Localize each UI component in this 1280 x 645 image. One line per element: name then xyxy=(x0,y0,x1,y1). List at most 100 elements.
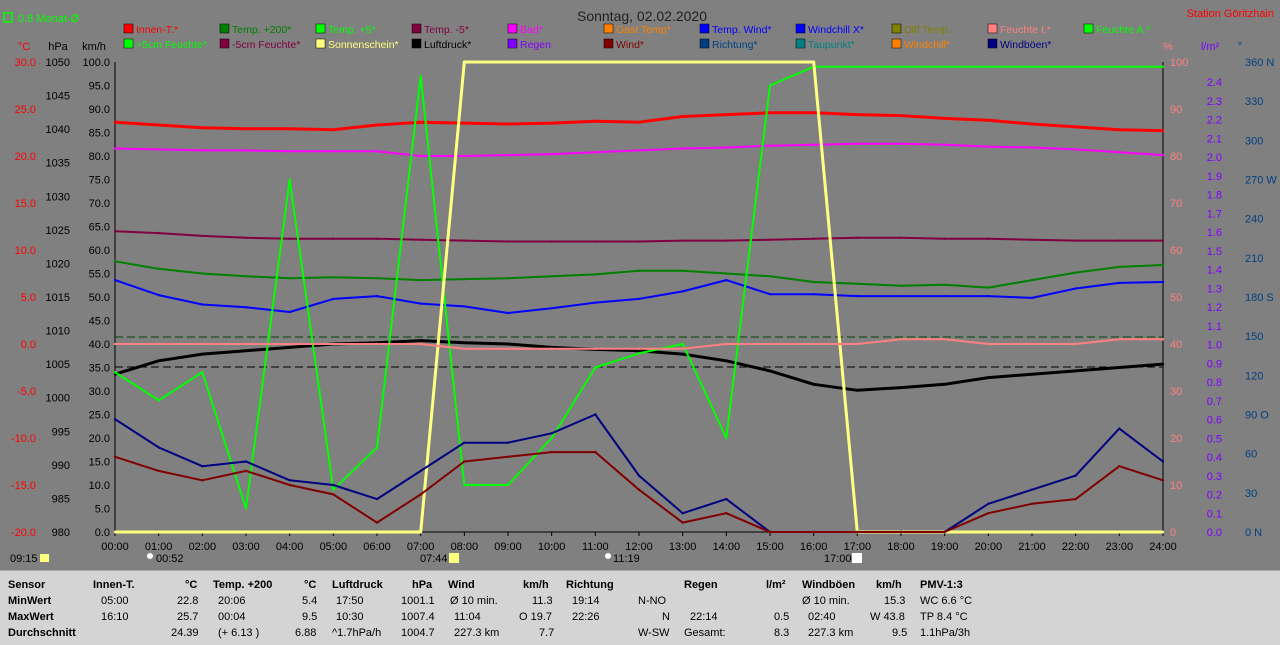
series-point xyxy=(201,352,204,356)
series-point xyxy=(987,530,990,534)
legend-label: Wind* xyxy=(616,39,644,51)
time-tick-label: 17:00 xyxy=(844,541,872,553)
legend-swatch xyxy=(411,23,422,34)
direction-tick-label: 210 xyxy=(1245,253,1263,265)
series-point xyxy=(725,512,728,515)
series-point xyxy=(681,521,684,524)
series-point xyxy=(332,530,335,534)
wind-tick-label: 75.0 xyxy=(89,175,110,187)
series-point xyxy=(987,342,990,346)
series-point xyxy=(1118,366,1121,369)
series-point xyxy=(768,144,772,147)
pressure-tick-label: 990 xyxy=(52,460,70,472)
time-tick-label: 06:00 xyxy=(363,541,391,553)
legend-label: Windchill X* xyxy=(808,24,864,36)
legend-label: Richtung* xyxy=(712,39,758,51)
humidity-tick-label: 70 xyxy=(1170,198,1182,210)
series-point xyxy=(594,273,597,276)
series-point xyxy=(419,121,422,124)
series-point xyxy=(157,123,160,127)
series-point xyxy=(943,530,946,534)
series-point xyxy=(1161,280,1165,284)
temp-tick-label: -20.0 xyxy=(11,527,36,539)
richtung-max-time: 22:26 xyxy=(572,611,600,623)
pmv-line-1: WC 6.6 °C xyxy=(920,595,973,607)
series-point xyxy=(987,286,990,289)
chart-series xyxy=(113,60,1165,534)
series-point xyxy=(201,303,204,306)
stats-header-boeen: Windböen xyxy=(802,579,856,591)
series-point xyxy=(463,121,466,125)
series-point xyxy=(332,276,335,279)
series-point xyxy=(157,342,160,346)
legend-label: Sonnenschein* xyxy=(328,39,399,51)
series-point xyxy=(288,479,291,482)
legend-swatch xyxy=(315,23,326,34)
direction-tick-label: 240 xyxy=(1245,214,1263,226)
moonrise-icon xyxy=(147,553,153,559)
humidity-tick-label: 80 xyxy=(1170,151,1182,163)
series-point xyxy=(201,342,204,346)
series-point xyxy=(1030,278,1034,282)
daylength-label: 09:15 xyxy=(10,553,38,565)
series-point xyxy=(594,60,597,64)
rain-tick-label: 0.3 xyxy=(1207,471,1222,483)
regen-max-value: 0.5 xyxy=(774,611,790,623)
rain-tick-label: 0.0 xyxy=(1207,527,1222,539)
series-point xyxy=(812,237,815,240)
series-point xyxy=(463,305,466,308)
series-point xyxy=(113,260,117,263)
legend-swatch xyxy=(1083,23,1094,34)
series-point xyxy=(201,479,204,482)
stats-unit-wind: km/h xyxy=(523,579,549,591)
series-point xyxy=(419,302,422,305)
series-point xyxy=(637,297,641,301)
series-point xyxy=(943,237,946,240)
direction-tick-label: 60 xyxy=(1245,449,1257,461)
rain-tick-label: 1.7 xyxy=(1207,208,1222,220)
wind-tick-label: 20.0 xyxy=(89,433,110,445)
chart-background xyxy=(0,0,1280,570)
humidity-tick-label: 60 xyxy=(1170,245,1182,257)
time-tick-label: 21:00 xyxy=(1018,541,1046,553)
rain-tick-label: 2.0 xyxy=(1207,152,1222,164)
series-point xyxy=(506,455,510,458)
wind-max-time: 11:04 xyxy=(454,611,481,623)
chart-legend: Innen-T.* Temp. +200* Temp. +5* Temp. -5* Ba… xyxy=(123,23,1150,51)
series-point xyxy=(1161,479,1165,482)
legend-swatch xyxy=(891,23,902,34)
series-point xyxy=(1074,474,1077,477)
statistics-panel: Sensor MinWert MaxWert Durchschnitt Inne… xyxy=(0,570,1280,645)
series-point xyxy=(681,347,684,350)
series-point xyxy=(288,178,291,181)
station-name: Station Göritzhain xyxy=(1187,8,1274,20)
series-point xyxy=(812,143,815,146)
rain-tick-label: 0.1 xyxy=(1207,508,1222,520)
rain-unit-label: l/m² xyxy=(1201,41,1220,53)
wind-tick-label: 95.0 xyxy=(89,81,110,93)
legend-swatch xyxy=(699,23,710,34)
wind-tick-label: 60.0 xyxy=(89,245,110,257)
innen-avg-value: 24.39 xyxy=(171,627,199,639)
axis-ticks: 30.0 25.0 20.0 15.0 10.0 5.0 0.0 -5.0 -10.0 -15.0… xyxy=(11,57,1277,553)
time-tick-label: 18:00 xyxy=(887,541,915,553)
chart-title: Sonntag, 02.02.2020 xyxy=(577,8,707,24)
temp-tick-label: 25.0 xyxy=(15,104,36,116)
time-tick-label: 19:00 xyxy=(931,541,959,553)
series-point xyxy=(856,530,859,534)
series-point xyxy=(375,150,379,153)
richtung-min-time: 19:14 xyxy=(572,595,600,607)
legend-swatch xyxy=(123,23,134,34)
rain-tick-label: 1.5 xyxy=(1207,246,1222,258)
boeen-avg-value: 9.5 xyxy=(892,627,908,639)
innen-max-time: 16:10 xyxy=(101,611,129,623)
wind-tick-label: 15.0 xyxy=(89,457,110,469)
series-point xyxy=(506,311,510,315)
series-point xyxy=(244,507,248,510)
direction-tick-label: 330 xyxy=(1245,96,1263,108)
series-point xyxy=(332,128,335,131)
series-point xyxy=(725,272,728,275)
series-point xyxy=(987,512,990,515)
series-point xyxy=(943,143,946,146)
series-point xyxy=(1161,263,1165,267)
